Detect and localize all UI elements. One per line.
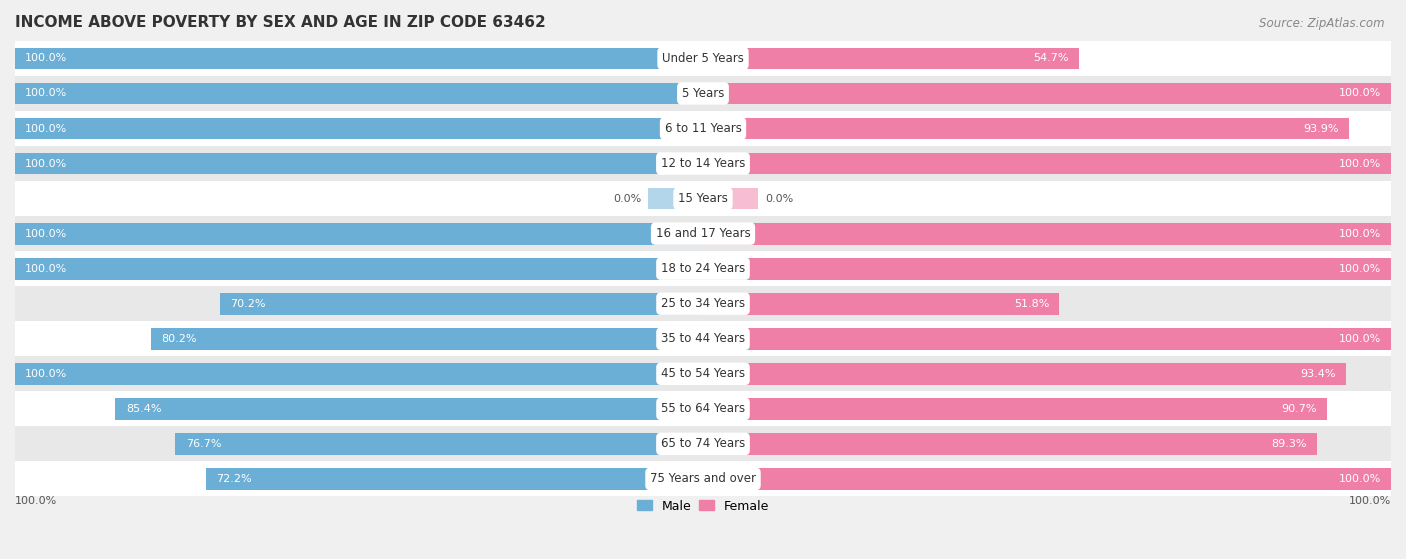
Bar: [15, 41, 1391, 76]
Text: 0.0%: 0.0%: [765, 193, 793, 203]
Bar: [703, 188, 758, 210]
Text: 5 Years: 5 Years: [682, 87, 724, 100]
Bar: [15, 427, 1391, 461]
Text: 100.0%: 100.0%: [1339, 474, 1381, 484]
Text: 100.0%: 100.0%: [25, 369, 67, 379]
Bar: [15, 286, 1391, 321]
Bar: [703, 48, 1080, 69]
Text: Source: ZipAtlas.com: Source: ZipAtlas.com: [1260, 17, 1385, 30]
Bar: [703, 293, 1059, 315]
Text: 0.0%: 0.0%: [613, 193, 641, 203]
Bar: [15, 258, 703, 280]
Text: INCOME ABOVE POVERTY BY SEX AND AGE IN ZIP CODE 63462: INCOME ABOVE POVERTY BY SEX AND AGE IN Z…: [15, 15, 546, 30]
Bar: [15, 146, 1391, 181]
Bar: [15, 391, 1391, 427]
Text: 12 to 14 Years: 12 to 14 Years: [661, 157, 745, 170]
Bar: [15, 111, 1391, 146]
Text: 100.0%: 100.0%: [15, 496, 58, 506]
Text: 70.2%: 70.2%: [231, 299, 266, 309]
Text: 100.0%: 100.0%: [25, 124, 67, 134]
Text: 15 Years: 15 Years: [678, 192, 728, 205]
Text: 65 to 74 Years: 65 to 74 Years: [661, 437, 745, 451]
Bar: [703, 468, 1391, 490]
Bar: [703, 328, 1391, 349]
Bar: [15, 251, 1391, 286]
Text: 100.0%: 100.0%: [25, 229, 67, 239]
Bar: [703, 223, 1391, 244]
Bar: [15, 216, 1391, 251]
Text: 90.7%: 90.7%: [1281, 404, 1316, 414]
Text: 35 to 44 Years: 35 to 44 Years: [661, 332, 745, 345]
Text: 100.0%: 100.0%: [1348, 496, 1391, 506]
Text: 93.9%: 93.9%: [1303, 124, 1339, 134]
Text: 18 to 24 Years: 18 to 24 Years: [661, 262, 745, 275]
Bar: [703, 258, 1391, 280]
Bar: [703, 83, 1391, 105]
Text: 16 and 17 Years: 16 and 17 Years: [655, 227, 751, 240]
Text: 93.4%: 93.4%: [1299, 369, 1336, 379]
Text: Under 5 Years: Under 5 Years: [662, 52, 744, 65]
Text: 100.0%: 100.0%: [25, 54, 67, 63]
Text: 45 to 54 Years: 45 to 54 Years: [661, 367, 745, 380]
Bar: [176, 433, 703, 455]
Bar: [703, 433, 1317, 455]
Bar: [648, 188, 703, 210]
Bar: [703, 153, 1391, 174]
Text: 76.7%: 76.7%: [186, 439, 221, 449]
Text: 25 to 34 Years: 25 to 34 Years: [661, 297, 745, 310]
Text: 100.0%: 100.0%: [25, 264, 67, 274]
Text: 80.2%: 80.2%: [162, 334, 197, 344]
Text: 100.0%: 100.0%: [1339, 264, 1381, 274]
Bar: [15, 461, 1391, 496]
Bar: [15, 321, 1391, 356]
Bar: [15, 356, 1391, 391]
Text: 55 to 64 Years: 55 to 64 Years: [661, 402, 745, 415]
Bar: [115, 398, 703, 420]
Text: 51.8%: 51.8%: [1014, 299, 1049, 309]
Text: 6 to 11 Years: 6 to 11 Years: [665, 122, 741, 135]
Text: 100.0%: 100.0%: [1339, 159, 1381, 169]
Bar: [15, 153, 703, 174]
Bar: [15, 223, 703, 244]
Legend: Male, Female: Male, Female: [631, 495, 775, 518]
Text: 100.0%: 100.0%: [1339, 88, 1381, 98]
Bar: [207, 468, 703, 490]
Bar: [15, 181, 1391, 216]
Text: 75 Years and over: 75 Years and over: [650, 472, 756, 485]
Bar: [219, 293, 703, 315]
Bar: [703, 398, 1327, 420]
Text: 89.3%: 89.3%: [1271, 439, 1308, 449]
Bar: [152, 328, 703, 349]
Bar: [15, 83, 703, 105]
Bar: [703, 363, 1346, 385]
Text: 100.0%: 100.0%: [1339, 229, 1381, 239]
Bar: [15, 117, 703, 139]
Text: 100.0%: 100.0%: [25, 159, 67, 169]
Text: 100.0%: 100.0%: [1339, 334, 1381, 344]
Text: 100.0%: 100.0%: [25, 88, 67, 98]
Bar: [15, 48, 703, 69]
Bar: [15, 363, 703, 385]
Bar: [703, 117, 1348, 139]
Bar: [15, 76, 1391, 111]
Text: 72.2%: 72.2%: [217, 474, 252, 484]
Text: 85.4%: 85.4%: [125, 404, 162, 414]
Text: 54.7%: 54.7%: [1033, 54, 1069, 63]
